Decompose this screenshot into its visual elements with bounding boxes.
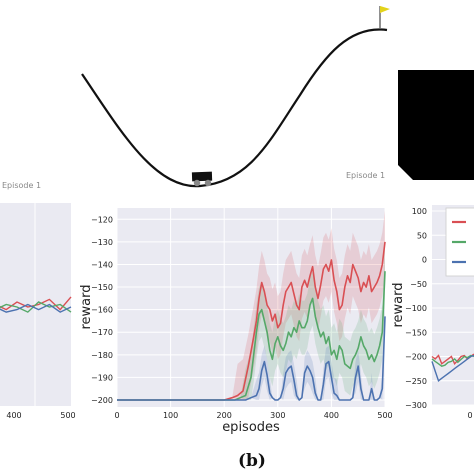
main-series-group (117, 241, 386, 401)
x-tick-label: 200 (217, 411, 232, 420)
left-series-line (0, 303, 72, 313)
left-series-line (0, 296, 72, 311)
right-series-group (431, 353, 474, 382)
left-panel: 400 500 (0, 203, 76, 420)
y-axis-label: reward (79, 284, 94, 329)
black-panel (398, 70, 474, 180)
left-series-group (0, 296, 72, 313)
right-y-tick-label: −300 (405, 401, 427, 410)
legend (445, 207, 474, 277)
right-y-tick-label: −100 (405, 304, 427, 313)
variance-band (117, 210, 385, 400)
car-wheel-left (193, 179, 201, 187)
reward-series-line (117, 241, 386, 401)
right-y-tick-label: 100 (412, 207, 427, 216)
y-tick-label: −130 (91, 238, 113, 247)
x-tick-label: 300 (270, 411, 285, 420)
right-series-line (431, 354, 474, 367)
variance-band (117, 244, 385, 400)
x-tick-label: 100 (163, 411, 178, 420)
episode-label-left: Episode 1 (2, 181, 41, 190)
main-tick-labels: 0 100 200 300 400 500 −120 −130 −140 −150 −160 −170… (91, 215, 393, 420)
valley-curve (81, 28, 388, 188)
right-x-tick-label: 0 (467, 411, 472, 420)
y-tick-label: −170 (91, 328, 113, 337)
x-tick-label: 500 (377, 411, 392, 420)
y-tick-label: −160 (91, 306, 113, 315)
main-panel: 0 100 200 300 400 500 −120 −130 −140 −150 −160 −170… (79, 208, 393, 435)
episode-label-right: Episode 1 (346, 171, 385, 180)
car-wheel-right (204, 179, 212, 187)
right-y-tick-label: −200 (405, 353, 427, 362)
main-variance-bands (117, 210, 385, 400)
figure-caption: (b) (238, 451, 266, 471)
car-body (191, 171, 213, 182)
left-x-tick-label: 400 (6, 411, 21, 420)
legend-entries (452, 220, 466, 264)
right-tick-labels: 100 50 0 −50 −100 −150 −200 −250 −300 (405, 207, 427, 410)
right-y-tick-label: −50 (410, 280, 427, 289)
y-tick-label: −150 (91, 283, 113, 292)
right-y-tick-label: 50 (417, 231, 427, 240)
main-grid (116, 208, 386, 407)
right-y-axis-label: reward (391, 282, 406, 327)
y-tick-label: −120 (91, 215, 113, 224)
reward-series-line (117, 316, 386, 401)
mountain-car-scene (81, 6, 474, 188)
y-tick-label: −140 (91, 260, 113, 269)
goal-flag-icon (380, 6, 390, 13)
x-tick-label: 400 (324, 411, 339, 420)
reward-series-line (117, 271, 386, 401)
right-y-tick-label: 0 (422, 256, 427, 265)
x-axis-label: episodes (222, 420, 280, 435)
right-y-tick-label: −250 (405, 377, 427, 386)
left-x-tick-label: 500 (60, 411, 75, 420)
y-tick-label: −190 (91, 373, 113, 382)
y-tick-label: −180 (91, 351, 113, 360)
x-tick-label: 0 (114, 411, 119, 420)
right-panel: 100 50 0 −50 −100 −150 −200 −250 −300 reward 0 (391, 205, 474, 420)
right-y-tick-label: −150 (405, 328, 427, 337)
left-series-line (0, 301, 72, 313)
y-tick-label: −200 (91, 396, 113, 405)
right-series-line (431, 354, 474, 382)
